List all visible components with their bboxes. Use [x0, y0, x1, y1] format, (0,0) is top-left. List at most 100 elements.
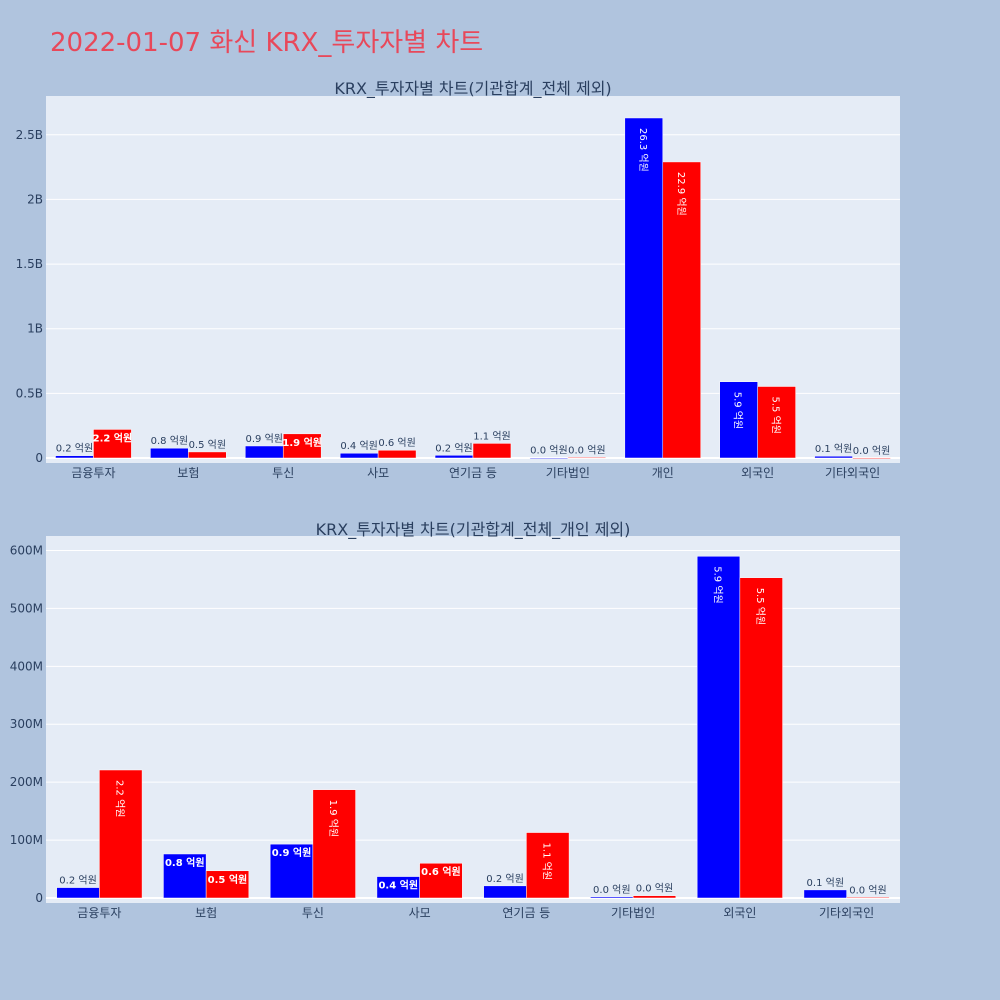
bar-sell: [852, 457, 891, 459]
bar-sell: [99, 769, 143, 899]
bar-label: 0.4 억원: [378, 879, 418, 892]
y-tick-label: 400M: [10, 659, 43, 673]
bar-label: 0.0 억원: [593, 884, 630, 896]
bar-sell: [846, 897, 890, 899]
bar-buy: [56, 887, 100, 899]
bar-label: 0.2 억원: [486, 873, 523, 885]
bar-sell: [526, 832, 570, 899]
y-tick-label: 300M: [10, 717, 43, 731]
bar-sell: [377, 449, 417, 459]
bar-sell: [757, 386, 796, 459]
bar-label: 0.0 억원: [530, 445, 567, 457]
bar-label: 5.9 억원: [732, 392, 744, 429]
x-tick-label: 개인: [652, 466, 674, 480]
x-tick-label: 보험: [177, 466, 199, 480]
bar-buy: [339, 452, 379, 459]
bar-label: 0.2 억원: [56, 443, 93, 455]
y-tick-label: 200M: [10, 775, 43, 789]
bar-label: 2.2 억원: [93, 431, 133, 444]
bar-buy: [696, 556, 741, 899]
bar-label: 0.9 억원: [272, 846, 312, 859]
bar-label: 1.9 억원: [327, 800, 339, 837]
bar-label: 2.2 억원: [114, 780, 126, 817]
y-tick-label: 600M: [10, 543, 43, 557]
bar-label: 5.5 억원: [754, 588, 766, 625]
bar-sell: [567, 457, 607, 459]
bar-buy: [529, 457, 569, 459]
x-tick-label: 사모: [409, 906, 431, 920]
bar-sell: [93, 429, 132, 459]
y-tick-label: 0: [35, 891, 43, 905]
chart-title: KRX_투자자별 차트(기관합계_전체 제외): [334, 79, 611, 99]
x-tick-label: 금융투자: [71, 466, 115, 480]
bar-label: 0.2 억원: [59, 875, 96, 887]
bar-label: 0.1 억원: [815, 443, 852, 455]
y-tick-label: 0.5B: [16, 386, 43, 400]
bar-sell: [205, 870, 250, 899]
bar-label: 0.0 억원: [853, 445, 890, 457]
bar-sell: [282, 433, 322, 459]
bar-label: 0.8 억원: [151, 435, 188, 447]
bar-label: 5.9 억원: [712, 566, 724, 603]
bar-sell: [472, 443, 512, 459]
bar-buy: [719, 381, 758, 459]
bar-label: 0.6 억원: [421, 865, 461, 878]
x-tick-label: 기타법인: [546, 466, 590, 480]
bar-label: 0.0 억원: [636, 883, 673, 895]
bar-buy: [245, 445, 284, 459]
bar-label: 0.4 억원: [340, 440, 377, 452]
y-tick-label: 1B: [27, 322, 43, 336]
bar-buy: [150, 447, 189, 459]
bar-sell: [188, 451, 227, 459]
y-tick-label: 1.5B: [16, 257, 43, 271]
bar-buy: [590, 896, 634, 899]
bar-label: 0.5 억원: [189, 439, 226, 451]
chart-title: KRX_투자자별 차트(기관합계_전체_개인 제외): [316, 520, 631, 540]
y-tick-label: 100M: [10, 833, 43, 847]
x-tick-label: 기타법인: [611, 906, 655, 920]
y-tick-label: 2.5B: [16, 128, 43, 142]
x-tick-label: 외국인: [741, 466, 774, 480]
x-tick-label: 투신: [272, 466, 294, 480]
bar-label: 0.5 억원: [208, 873, 248, 886]
bar-sell: [662, 161, 701, 459]
bar-label: 0.2 억원: [435, 442, 472, 454]
y-tick-label: 0: [35, 451, 43, 465]
x-tick-label: 보험: [195, 906, 217, 920]
bar-label: 0.1 억원: [807, 877, 844, 889]
bar-sell: [312, 789, 356, 899]
x-tick-label: 투신: [302, 906, 324, 920]
bar-label: 0.9 억원: [246, 433, 283, 445]
bar-sell: [739, 577, 783, 899]
bar-label: 1.9 억원: [282, 436, 322, 449]
bar-label: 26.3 억원: [637, 128, 649, 172]
x-tick-label: 연기금 등: [449, 466, 497, 480]
x-tick-label: 사모: [367, 466, 389, 480]
y-tick-label: 500M: [10, 601, 43, 615]
bar-sell: [632, 895, 677, 899]
x-tick-label: 기타외국인: [819, 906, 874, 920]
bar-buy: [269, 843, 314, 899]
bar-label: 0.8 억원: [165, 856, 205, 869]
bar-buy: [803, 889, 847, 899]
bar-label: 0.6 억원: [378, 437, 415, 449]
x-tick-label: 외국인: [723, 906, 756, 920]
bar-buy: [814, 455, 853, 459]
x-tick-label: 연기금 등: [502, 906, 550, 920]
page-title: 2022-01-07 화신 KRX_투자자별 차트: [50, 28, 484, 58]
bar-label: 0.0 억원: [568, 444, 605, 456]
bar-buy: [483, 885, 527, 899]
bar-buy: [55, 455, 94, 459]
bar-buy: [624, 117, 664, 459]
bar-label: 1.1 억원: [541, 843, 553, 880]
x-tick-label: 기타외국인: [825, 466, 880, 480]
bar-buy: [434, 455, 474, 459]
bar-buy: [163, 853, 207, 899]
bar-label: 22.9 억원: [675, 172, 687, 216]
bar-sell: [419, 862, 463, 899]
bar-label: 1.1 억원: [473, 430, 510, 442]
bar-label: 5.5 억원: [770, 397, 782, 434]
bar-label: 0.0 억원: [849, 884, 886, 896]
y-tick-label: 2B: [27, 192, 43, 206]
